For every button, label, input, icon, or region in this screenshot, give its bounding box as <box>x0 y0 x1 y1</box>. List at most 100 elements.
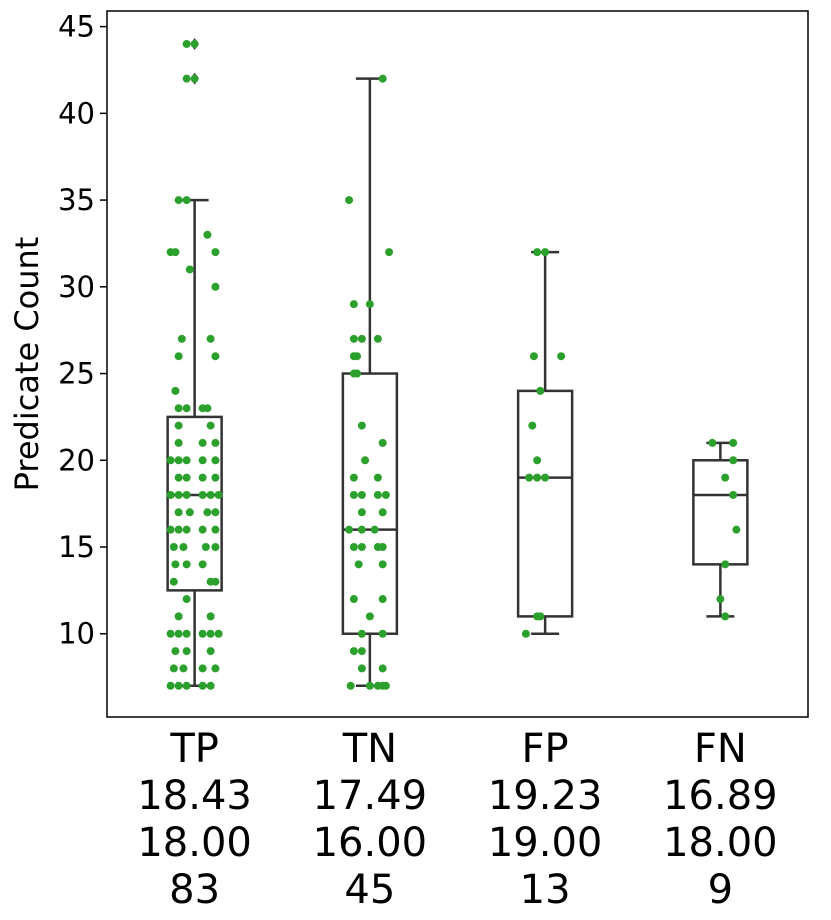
data-point <box>533 248 542 257</box>
box-iqr <box>516 389 574 618</box>
data-point <box>171 647 180 656</box>
data-point <box>169 577 178 586</box>
category-stat-label: 16.89 <box>663 773 778 819</box>
data-point <box>211 577 220 586</box>
points-layer <box>166 39 741 690</box>
category-label: TP <box>169 726 219 772</box>
data-point <box>349 543 358 552</box>
data-point <box>174 525 183 534</box>
data-point <box>185 508 194 517</box>
data-point <box>166 456 175 465</box>
data-point <box>169 543 178 552</box>
data-point <box>190 39 199 48</box>
data-point <box>357 525 366 534</box>
data-point <box>179 664 188 673</box>
data-point <box>721 560 730 569</box>
data-point <box>533 456 542 465</box>
y-tick-label: 40 <box>58 96 95 130</box>
data-point <box>198 629 207 638</box>
data-point <box>716 595 725 604</box>
data-point <box>357 490 366 499</box>
y-tick-label: 35 <box>58 183 95 217</box>
data-point <box>525 473 534 482</box>
data-point <box>174 196 183 205</box>
data-point <box>211 352 220 361</box>
data-point <box>378 664 387 673</box>
data-point <box>171 248 180 257</box>
data-point <box>174 681 183 690</box>
data-point <box>557 352 566 361</box>
y-axis-title: Predicate Count <box>8 237 46 492</box>
data-point <box>198 525 207 534</box>
data-point <box>190 74 199 83</box>
data-point <box>171 560 180 569</box>
data-point <box>174 438 183 447</box>
category-label: FN <box>694 726 747 772</box>
data-point <box>174 352 183 361</box>
category-label: FP <box>522 726 569 772</box>
data-point <box>177 334 186 343</box>
data-point <box>357 647 366 656</box>
data-point <box>349 473 358 482</box>
data-point <box>378 543 387 552</box>
data-point <box>349 334 358 343</box>
data-point <box>729 438 738 447</box>
data-point <box>174 629 183 638</box>
data-point <box>211 664 220 673</box>
data-point <box>198 681 207 690</box>
data-point <box>174 421 183 430</box>
data-point <box>206 647 215 656</box>
data-point <box>708 438 717 447</box>
data-point <box>203 404 212 413</box>
data-point <box>211 508 220 517</box>
data-point <box>349 300 358 309</box>
category-stat-label: 9 <box>708 867 733 913</box>
data-point <box>166 681 175 690</box>
data-point <box>721 612 730 621</box>
y-tick-label: 10 <box>58 617 95 651</box>
data-point <box>182 39 191 48</box>
box-iqr <box>692 459 749 566</box>
category-stat-label: 45 <box>344 867 395 913</box>
y-tick-label: 45 <box>58 10 95 44</box>
data-point <box>536 386 545 395</box>
data-point <box>206 334 215 343</box>
category-stat-label: 18.00 <box>137 820 252 866</box>
data-point <box>203 230 212 239</box>
data-point <box>373 334 382 343</box>
data-point <box>211 543 220 552</box>
data-point <box>182 560 191 569</box>
data-point <box>378 595 387 604</box>
data-point <box>211 473 220 482</box>
data-point <box>533 473 542 482</box>
data-point <box>198 490 207 499</box>
data-point <box>357 543 366 552</box>
category-stat-label: 13 <box>520 867 571 913</box>
data-point <box>357 508 366 517</box>
data-point <box>198 560 207 569</box>
data-point <box>211 456 220 465</box>
data-point <box>174 404 183 413</box>
category-label: TN <box>342 726 397 772</box>
data-point <box>521 629 530 638</box>
data-point <box>732 525 741 534</box>
data-point <box>174 490 183 499</box>
data-point <box>174 508 183 517</box>
x-axis: TP18.4318.0083TN17.4916.0045FP19.2319.00… <box>137 726 777 913</box>
box-iqr <box>341 372 399 635</box>
y-tick-label: 30 <box>58 270 95 304</box>
data-point <box>211 525 220 534</box>
category-stat-label: 83 <box>169 867 220 913</box>
data-point <box>169 664 178 673</box>
category-stat-label: 17.49 <box>313 773 428 819</box>
data-point <box>182 681 191 690</box>
data-point <box>349 647 358 656</box>
data-point <box>385 248 394 257</box>
data-point <box>357 629 366 638</box>
category-stat-label: 18.43 <box>137 773 252 819</box>
data-point <box>203 508 212 517</box>
data-point <box>721 473 730 482</box>
y-axis: 10 15 20 25 30 35 40 45 <box>58 10 107 651</box>
data-point <box>182 595 191 604</box>
